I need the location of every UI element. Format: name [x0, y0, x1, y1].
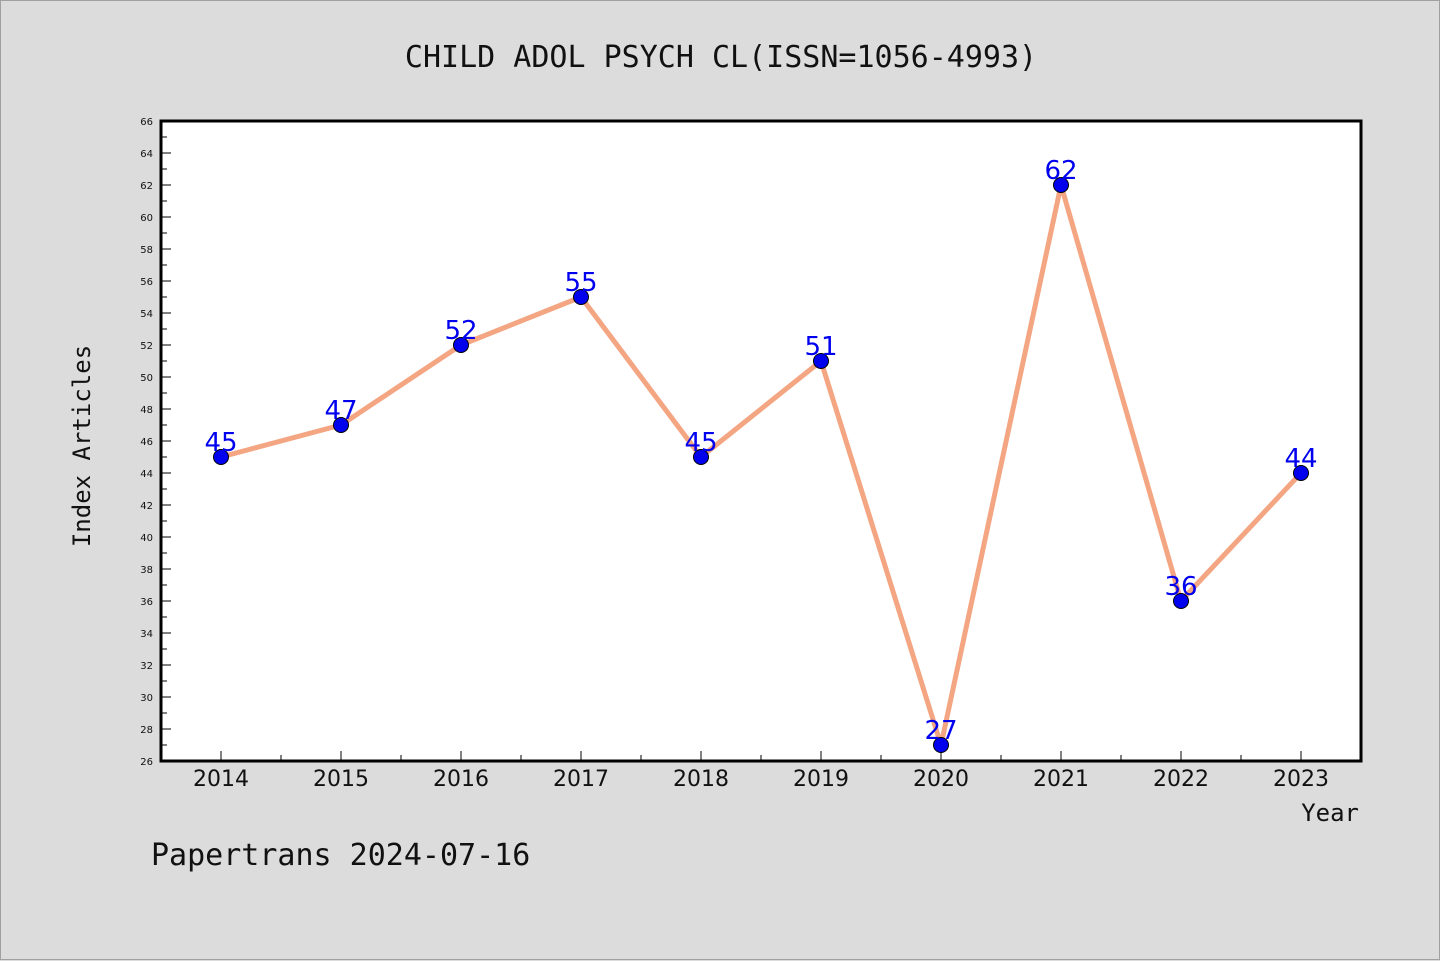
data-markers	[213, 177, 1309, 753]
y-axis-title: Index Articles	[68, 345, 96, 547]
y-tick-label: 52	[140, 341, 153, 352]
x-tick-label: 2017	[553, 767, 609, 792]
chart-title: CHILD ADOL PSYCH CL(ISSN=1056-4993)	[405, 40, 1037, 75]
data-label: 45	[684, 428, 717, 458]
x-tick-label: 2018	[673, 767, 729, 792]
x-tick-label: 2014	[193, 767, 249, 792]
y-tick-label: 34	[140, 629, 153, 640]
y-tick-label: 48	[140, 405, 153, 416]
y-tick-label: 60	[140, 213, 153, 224]
data-point	[1173, 593, 1189, 609]
data-label: 51	[804, 332, 837, 362]
y-tick-label: 50	[140, 373, 153, 384]
data-label: 45	[204, 428, 237, 458]
y-tick-label: 64	[140, 149, 153, 160]
data-label: 55	[564, 268, 597, 298]
data-point	[453, 337, 469, 353]
data-point	[693, 449, 709, 465]
x-tick-label: 2021	[1033, 767, 1089, 792]
data-point	[333, 417, 349, 433]
x-tick-label: 2019	[793, 767, 849, 792]
y-tick-label: 30	[140, 693, 153, 704]
plot-area	[161, 121, 1361, 761]
y-tick-label: 26	[140, 757, 153, 768]
plot-border	[159, 119, 1363, 763]
x-tick-label: 2015	[313, 767, 369, 792]
y-tick-label: 54	[140, 309, 153, 320]
x-tick-label: 2023	[1273, 767, 1329, 792]
data-point	[933, 737, 949, 753]
y-tick-label: 58	[140, 245, 153, 256]
data-point	[813, 353, 829, 369]
y-axis-ticks: 26 28 30 32 34 36 38 40 42 44 46 48 50 52 54 56 58 60 62 64…	[140, 117, 171, 768]
footer-credit: Papertrans 2024-07-16	[151, 838, 530, 873]
x-axis-title: Year	[1301, 799, 1359, 827]
x-tick-label: 2016	[433, 767, 489, 792]
data-point	[213, 449, 229, 465]
data-point	[573, 289, 589, 305]
y-tick-label: 66	[140, 117, 153, 128]
data-label: 27	[924, 716, 957, 746]
y-tick-label: 44	[140, 469, 153, 480]
series-line	[220, 182, 1303, 748]
y-tick-label: 38	[140, 565, 153, 576]
x-axis-ticks: 2014 2015 2016 2017 2018 2019 2020 2021 2022 2023	[193, 751, 1329, 792]
data-label: 47	[324, 396, 357, 426]
y-tick-label: 46	[140, 437, 153, 448]
y-tick-label: 28	[140, 725, 153, 736]
data-label: 36	[1164, 572, 1197, 602]
data-label: 62	[1044, 156, 1077, 186]
data-label: 52	[444, 316, 477, 346]
x-tick-label: 2020	[913, 767, 969, 792]
y-tick-label: 42	[140, 501, 153, 512]
y-tick-label: 32	[140, 661, 153, 672]
y-tick-label: 56	[140, 277, 153, 288]
x-tick-label: 2022	[1153, 767, 1209, 792]
data-labels: 45 47 52 55 45 51 27 62 36 44	[204, 156, 1317, 746]
data-point	[1053, 177, 1069, 193]
y-tick-label: 36	[140, 597, 153, 608]
y-tick-label: 40	[140, 533, 153, 544]
data-label: 44	[1284, 444, 1317, 474]
data-point	[1293, 465, 1309, 481]
y-tick-label: 62	[140, 181, 153, 192]
